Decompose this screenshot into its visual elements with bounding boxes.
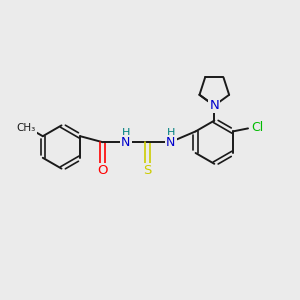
Text: N: N [121, 136, 130, 149]
Text: N: N [209, 98, 219, 112]
Text: H: H [167, 128, 175, 138]
Text: CH₃: CH₃ [16, 123, 36, 133]
Text: Cl: Cl [251, 121, 264, 134]
Text: N: N [166, 136, 176, 149]
Text: H: H [122, 128, 130, 138]
Text: O: O [98, 164, 108, 177]
Text: S: S [143, 164, 152, 177]
